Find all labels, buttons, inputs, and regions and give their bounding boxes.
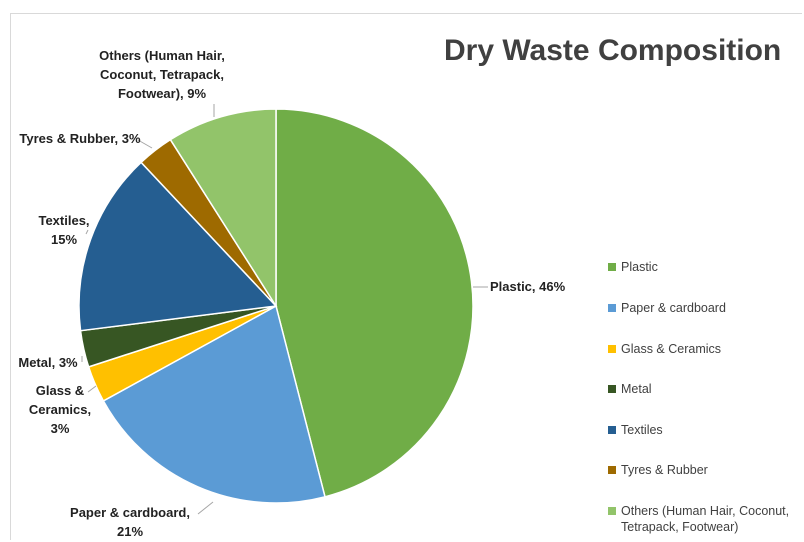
- legend-label: Plastic: [621, 259, 658, 275]
- data-label: Textiles, 15%: [38, 213, 89, 247]
- data-label: Paper & cardboard, 21%: [70, 505, 190, 539]
- legend-swatch: [608, 466, 616, 474]
- pie-slices: [79, 109, 473, 503]
- data-label-line: Metal, 3%: [18, 355, 78, 370]
- data-label-line: Paper & cardboard,: [70, 505, 190, 520]
- data-label: Plastic, 46%: [490, 279, 566, 294]
- legend-swatch: [608, 385, 616, 393]
- data-label-line: Ceramics,: [29, 402, 91, 417]
- data-label: Metal, 3%: [18, 355, 78, 370]
- data-label-line: 21%: [117, 524, 143, 539]
- legend-item: Glass & Ceramics: [608, 341, 721, 357]
- data-label-line: Textiles,: [38, 213, 89, 228]
- data-label-line: Footwear), 9%: [118, 86, 207, 101]
- legend-label: Textiles: [621, 422, 663, 438]
- data-label: Tyres & Rubber, 3%: [19, 131, 141, 146]
- legend-item: Others (Human Hair, Coconut, Tetrapack, F…: [608, 503, 789, 535]
- data-label-line: Glass &: [36, 383, 84, 398]
- leader-line: [198, 502, 213, 514]
- data-label-line: Plastic, 46%: [490, 279, 566, 294]
- legend-item: Tyres & Rubber: [608, 462, 708, 478]
- legend-item: Paper & cardboard: [608, 300, 726, 316]
- legend-label: Metal: [621, 381, 652, 397]
- legend-label: Tyres & Rubber: [621, 462, 708, 478]
- data-label-line: 3%: [51, 421, 70, 436]
- legend-label: Paper & cardboard: [621, 300, 726, 316]
- legend-item: Plastic: [608, 259, 658, 275]
- legend-swatch: [608, 263, 616, 271]
- data-label-line: Tyres & Rubber, 3%: [19, 131, 141, 146]
- legend-item: Textiles: [608, 422, 663, 438]
- data-label-line: Coconut, Tetrapack,: [100, 67, 224, 82]
- legend-swatch: [608, 426, 616, 434]
- data-label-line: 15%: [51, 232, 77, 247]
- legend-swatch: [608, 507, 616, 515]
- legend-swatch: [608, 345, 616, 353]
- leader-line: [86, 230, 88, 234]
- legend-label: Glass & Ceramics: [621, 341, 721, 357]
- legend-label: Others (Human Hair, Coconut, Tetrapack, F…: [621, 503, 789, 535]
- legend-item: Metal: [608, 381, 652, 397]
- legend-swatch: [608, 304, 616, 312]
- data-label: Glass & Ceramics, 3%: [29, 383, 91, 436]
- data-label: Others (Human Hair, Coconut, Tetrapack, Fo…: [99, 48, 225, 101]
- data-label-line: Others (Human Hair,: [99, 48, 225, 63]
- leader-line: [88, 386, 96, 392]
